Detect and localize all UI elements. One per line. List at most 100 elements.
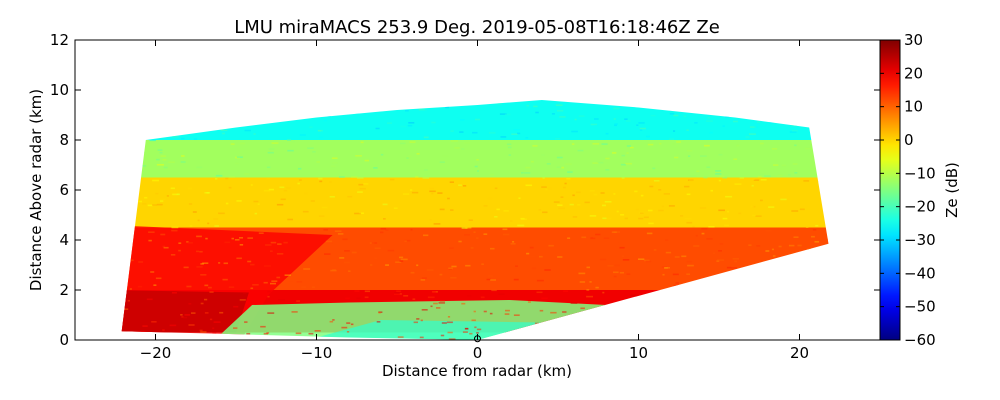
echo-texture-speck [382,203,388,206]
echo-texture-speck [371,242,378,244]
echo-texture-speck [250,287,254,290]
echo-texture-speck [148,239,152,242]
echo-texture-speck [462,185,467,187]
echo-texture-speck [209,318,213,321]
echo-texture-speck [356,177,364,179]
echo-texture-speck [579,281,586,283]
echo-texture-speck [439,208,445,211]
echo-texture-speck [296,281,303,283]
echo-texture-speck [370,264,373,266]
echo-texture-speck [504,313,510,315]
echo-texture-speck [613,275,617,278]
echo-texture-speck [222,132,225,135]
echo-texture-speck [532,145,538,147]
echo-texture-speck [700,155,707,157]
echo-texture-speck [447,331,453,334]
echo-texture-speck [348,270,351,272]
echo-texture-speck [772,255,776,257]
echo-texture-speck [529,255,535,258]
echo-texture-speck [385,229,389,231]
echo-texture-speck [718,179,721,182]
echo-texture-speck [494,187,498,190]
echo-texture-speck [733,120,738,123]
echo-texture-speck [310,200,315,202]
echo-texture-speck [722,176,728,179]
echo-texture-speck [433,302,438,305]
echo-texture-speck [319,180,323,183]
echo-texture-speck [218,212,225,215]
echo-texture-speck [204,298,208,301]
echo-texture-speck [183,316,188,319]
echo-texture-speck [289,280,294,283]
echo-texture-speck [605,132,609,135]
echo-texture-speck [811,235,815,238]
echo-texture-speck [180,314,183,316]
strongest-echo-region [121,290,249,333]
echo-texture-speck [684,185,690,188]
y-axis-ticks: 0 2 4 6 8 10 12 [50,31,880,349]
echo-texture-speck [595,233,601,236]
echo-texture-speck [196,250,200,253]
echo-texture-speck [139,165,147,167]
colorbar-tick-label: −10 [904,164,936,182]
echo-texture-speck [788,174,791,176]
echo-texture-speck [197,219,200,222]
echo-texture-speck [209,291,214,293]
echo-texture-speck [476,159,479,161]
echo-texture-speck [224,241,231,244]
echo-texture-speck [789,131,797,133]
echo-texture-speck [458,184,462,186]
echo-texture-speck [323,229,328,231]
echo-texture-speck [553,201,560,203]
echo-texture-speck [712,252,716,254]
echo-texture-speck [156,158,160,161]
echo-texture-speck [560,196,564,198]
echo-texture-speck [699,207,707,209]
echo-texture-speck [413,321,418,324]
echo-texture-speck [364,290,370,293]
y-tick-label: 0 [59,331,69,349]
echo-texture-speck [192,211,197,213]
echo-texture-speck [196,266,203,268]
echo-texture-speck [253,133,256,135]
echo-texture-speck [715,170,722,172]
echo-texture-speck [578,272,586,275]
echo-texture-speck [752,214,756,217]
echo-texture-speck [643,259,650,262]
echo-texture-speck [614,264,620,267]
echo-texture-speck [738,212,742,215]
echo-texture-speck [620,163,626,166]
echo-texture-speck [616,210,619,213]
echo-texture-speck [222,278,228,281]
echo-texture-speck [487,275,493,277]
echo-texture-speck [429,187,434,190]
echo-texture-speck [433,223,441,225]
echo-texture-speck [257,203,260,205]
echo-texture-speck [308,332,314,335]
echo-texture-speck [474,118,481,121]
echo-texture-speck [661,205,664,208]
echo-texture-speck [668,138,675,140]
echo-texture-speck [405,109,409,112]
echo-texture-speck [183,266,189,269]
echo-texture-speck [260,325,266,328]
echo-texture-speck [380,231,384,234]
echo-texture-speck [793,236,799,238]
echo-texture-speck [686,129,689,131]
echo-texture-speck [602,291,605,294]
echo-texture-speck [228,286,235,288]
echo-texture-speck [170,187,175,190]
echo-texture-speck [570,302,578,304]
echo-texture-speck [613,107,620,110]
echo-texture-speck [571,143,575,145]
echo-texture-speck [427,296,435,299]
echo-texture-speck [597,161,604,164]
echo-texture-speck [563,186,566,189]
echo-texture-speck [124,308,129,310]
echo-texture-speck [680,215,684,217]
echo-texture-speck [461,227,468,229]
echo-texture-speck [559,116,566,118]
echo-texture-speck [345,297,350,300]
echo-texture-speck [268,148,275,150]
echo-texture-speck [672,143,676,145]
